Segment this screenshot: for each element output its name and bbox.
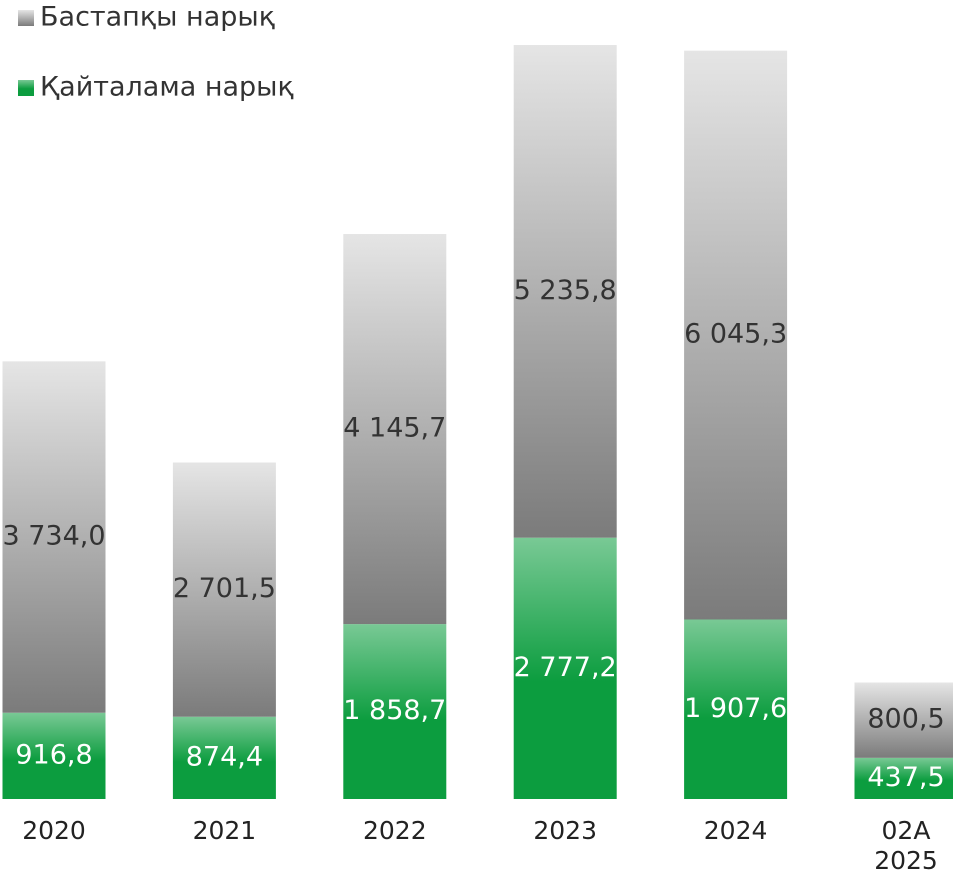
bar-segment <box>684 50 788 620</box>
bar-segment <box>854 757 953 799</box>
x-tick-label: 2021 <box>193 816 257 845</box>
bar-segment <box>343 234 447 625</box>
value-label: 2 777,2 <box>514 652 617 683</box>
value-label: 1 858,7 <box>343 695 446 726</box>
bar-segment <box>684 619 788 799</box>
bar-segment <box>2 361 106 713</box>
bar-segment <box>343 624 447 799</box>
bar-segment <box>854 682 953 758</box>
value-label: 437,5 <box>867 762 944 793</box>
value-label: 6 045,3 <box>684 319 787 350</box>
legend-swatch <box>18 80 34 96</box>
bar-segment <box>2 712 106 799</box>
bar-segment <box>172 716 276 799</box>
x-tick-label: 2024 <box>704 816 768 845</box>
bar-segment <box>513 537 617 799</box>
legend-swatch <box>18 10 34 26</box>
value-label: 800,5 <box>867 704 944 735</box>
bar-segment <box>172 462 276 717</box>
x-tick-label: 2020 <box>22 816 86 845</box>
value-label: 874,4 <box>186 741 263 772</box>
value-label: 3 734,0 <box>2 521 105 552</box>
x-tick-label: 2022 <box>363 816 427 845</box>
legend-label: Бастапқы нарық <box>40 2 275 33</box>
value-label: 4 145,7 <box>343 413 446 444</box>
x-tick-label: 2023 <box>533 816 597 845</box>
legend-label: Қайталама нарық <box>40 72 294 103</box>
value-label: 1 907,6 <box>684 693 787 724</box>
value-label: 916,8 <box>15 739 92 770</box>
x-tick-label: 02А 2025 <box>874 816 938 875</box>
bar-segment <box>513 45 617 538</box>
value-label: 2 701,5 <box>173 573 276 604</box>
value-label: 5 235,8 <box>514 275 617 306</box>
